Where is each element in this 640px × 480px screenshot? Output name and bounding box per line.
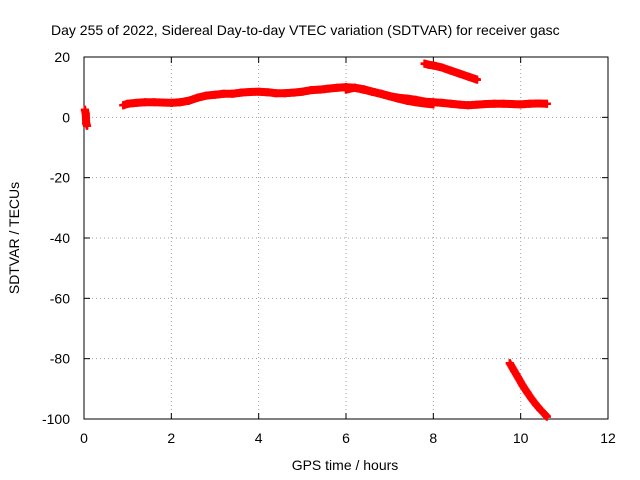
y-tick-label: -20	[50, 170, 70, 186]
y-tick-label: 20	[54, 49, 70, 65]
data-point	[289, 88, 298, 97]
data-point	[263, 88, 272, 97]
data-points	[80, 59, 551, 421]
data-point	[542, 412, 551, 421]
data-point	[420, 59, 429, 68]
data-point	[184, 96, 193, 105]
x-tick-label: 12	[600, 430, 616, 446]
data-point	[411, 98, 420, 107]
data-point	[228, 89, 237, 98]
data-point	[525, 99, 534, 108]
data-point	[158, 98, 167, 107]
data-point	[499, 99, 508, 108]
y-tick-label: -100	[42, 411, 70, 427]
data-point	[514, 374, 523, 383]
data-point	[464, 101, 473, 110]
x-tick-label: 4	[255, 430, 263, 446]
data-point	[385, 92, 394, 101]
data-point	[523, 388, 532, 397]
y-tick-label: 0	[62, 109, 70, 125]
data-point	[219, 89, 228, 98]
data-point	[245, 87, 254, 96]
data-point	[481, 100, 490, 109]
data-point	[315, 85, 324, 94]
grid	[84, 57, 608, 419]
data-point	[176, 98, 185, 107]
data-point	[132, 98, 141, 107]
x-axis-label: GPS time / hours	[292, 457, 399, 473]
y-axis-ticks: 20 0 -20 -40 -60 -80 -100	[42, 49, 608, 427]
data-point	[527, 394, 536, 403]
data-point	[280, 89, 289, 98]
data-point	[394, 94, 403, 103]
data-point	[420, 99, 429, 108]
data-point	[272, 89, 281, 98]
data-point	[342, 85, 350, 94]
data-point	[464, 72, 473, 81]
data-point	[438, 98, 447, 107]
data-series	[119, 83, 551, 110]
data-point	[473, 75, 481, 84]
data-point	[333, 83, 342, 92]
data-point	[510, 366, 519, 375]
data-point	[473, 100, 481, 109]
data-series	[505, 359, 551, 421]
data-point	[307, 86, 316, 95]
data-point	[324, 84, 333, 93]
data-point	[455, 100, 464, 109]
y-tick-label: -40	[50, 230, 70, 246]
chart-title: Day 255 of 2022, Sidereal Day-to-day VTE…	[51, 22, 560, 38]
data-point	[507, 100, 516, 109]
x-tick-label: 0	[80, 430, 88, 446]
data-point	[429, 100, 438, 109]
data-point	[376, 89, 385, 98]
data-point	[254, 87, 263, 96]
data-point	[446, 99, 455, 108]
data-point	[531, 400, 540, 409]
data-point	[81, 109, 90, 118]
data-point	[350, 83, 359, 92]
data-point	[298, 87, 307, 96]
x-tick-label: 2	[167, 430, 175, 446]
data-point	[368, 87, 377, 96]
data-point	[211, 90, 219, 99]
data-point	[83, 121, 92, 130]
x-tick-label: 10	[513, 430, 529, 446]
data-series	[420, 59, 481, 84]
data-series	[80, 105, 92, 130]
data-point	[455, 69, 464, 78]
data-point	[542, 99, 551, 108]
data-point	[123, 99, 132, 108]
data-point	[438, 63, 447, 72]
data-point	[193, 93, 202, 102]
data-point	[516, 100, 525, 109]
data-point	[167, 98, 176, 107]
y-axis-label: SDTVAR / TECUs	[6, 182, 22, 294]
data-point	[141, 98, 150, 107]
data-point	[359, 85, 368, 94]
data-point	[237, 88, 246, 97]
x-axis-ticks: 0 2 4 6 8 10 12	[80, 57, 616, 446]
x-tick-label: 8	[429, 430, 437, 446]
data-point	[119, 101, 128, 110]
y-tick-label: -60	[50, 290, 70, 306]
data-point	[518, 381, 527, 390]
y-tick-label: -80	[50, 351, 70, 367]
data-point	[536, 405, 545, 414]
x-tick-label: 6	[342, 430, 350, 446]
data-point	[429, 61, 438, 70]
data-point	[534, 99, 543, 108]
data-point	[490, 99, 499, 108]
data-point	[149, 98, 158, 107]
data-point	[505, 359, 514, 368]
data-point	[202, 91, 211, 100]
data-series	[342, 83, 438, 109]
data-point	[446, 66, 455, 75]
data-point	[403, 96, 412, 105]
